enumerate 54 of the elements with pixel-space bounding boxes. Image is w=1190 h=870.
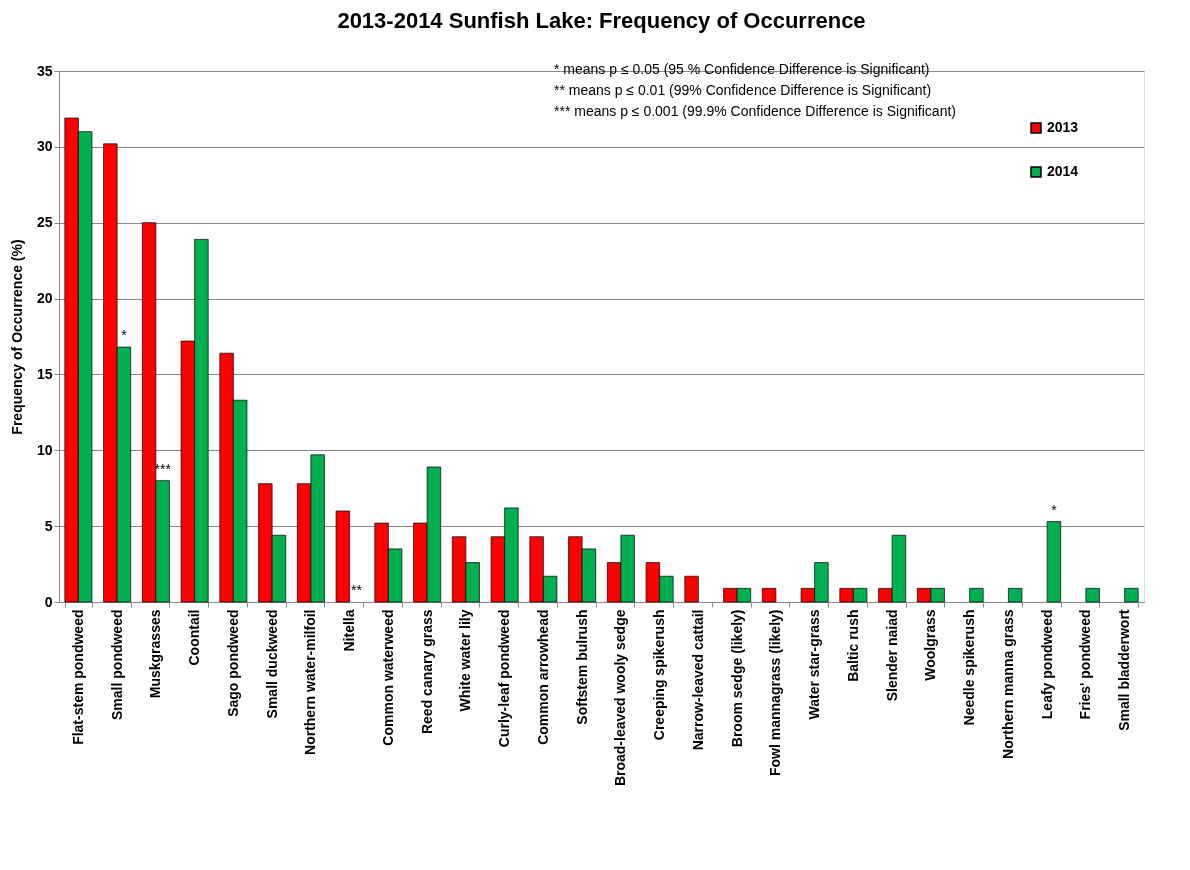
x-tick-label: Leafy pondweed [1038,609,1055,720]
y-tick-label: 25 [36,214,53,231]
x-tick-label: Northern water-milfoil [302,609,319,755]
y-tick-label: 20 [36,290,53,307]
bar [684,575,699,603]
annotation: ** [350,582,363,598]
x-tick-label: Narrow-leaved cattail [689,609,706,751]
x-tick-label: Common arrowhead [534,609,551,745]
bar [1124,588,1139,603]
x-tick-label: Sago pondweed [224,609,241,717]
x-tick-label: Fowl mannagrass (likely) [767,609,784,776]
x-tick-label: Reed canary grass [418,609,435,735]
x-tick-label: Flat-stem pondweed [69,609,86,745]
bar [335,510,350,603]
x-tick-label: Muskgrasses [147,609,164,699]
x-tick-label: Coontail [186,609,203,666]
bar [1085,588,1100,603]
annotation: * [1051,501,1058,518]
bar [1008,588,1023,603]
y-tick-label: 35 [36,62,53,79]
x-tick-label: White water lily [457,609,474,712]
chart-title: 2013-2014 Sunfish Lake: Frequency of Occurrence [337,8,866,33]
y-tick-label: 0 [44,593,53,610]
x-tick-label: Small bladderwort [1116,609,1133,731]
x-tick-label: Needle spikerush [961,609,978,726]
annotation: * means p ≤ 0.05 (95 % Confidence Difference is Significant) [554,61,930,77]
x-tick-label: Northern manna grass [999,609,1016,759]
y-axis-title: Frequency of Occurrence (%) [8,239,25,435]
x-tick-label: Curly-leaf pondweed [496,609,513,748]
x-tick-label: Broad-leaved wooly sedge [612,609,629,787]
x-tick-label: Slender naiad [883,609,900,702]
annotation: *** means p ≤ 0.001 (99.9% Confidence Difference is Significant) [554,103,956,119]
x-tick-label: Small duckweed [263,609,280,719]
bar [761,588,777,603]
x-tick-label: Common waterweed [379,609,396,746]
y-tick-label: 5 [44,517,53,534]
legend-label: 2014 [1047,163,1079,179]
bar [969,588,984,603]
y-tick-label: 15 [36,365,53,382]
y-tick-label: 30 [36,138,53,155]
x-tick-label: Creeping spikerush [651,609,668,741]
y-tick-label: 10 [36,441,53,458]
x-tick-label: Nitella [341,609,358,652]
x-tick-label: Softstem bulrush [573,609,590,725]
x-tick-label: Fries' pondweed [1077,609,1094,720]
x-tick-label: Broom sedge (likely) [728,609,745,748]
bar [1046,521,1062,603]
x-tick-label: Woolgrass [922,609,939,681]
x-tick-label: Water star-grass [806,609,823,720]
annotation: * [121,327,128,344]
x-tick-label: Baltic rush [844,609,861,682]
legend-label: 2013 [1047,119,1079,135]
annotation: ** means p ≤ 0.01 (99% Confidence Difference is Significant) [554,82,932,98]
x-tick-label: Small pondweed [108,609,125,720]
